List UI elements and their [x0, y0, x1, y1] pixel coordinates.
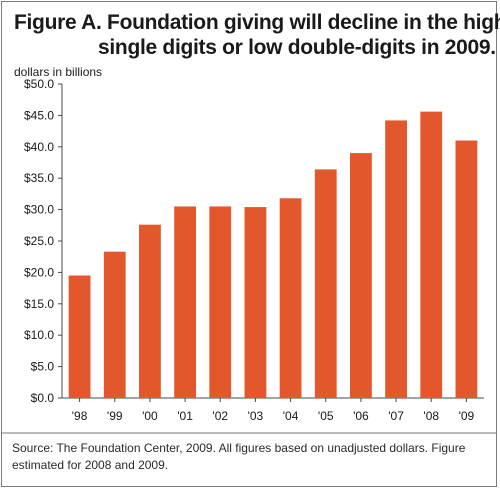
y-tick-label: $50.0 [24, 77, 54, 91]
bar [314, 169, 337, 398]
x-tick-label: '01 [177, 409, 193, 423]
x-tick-label: '00 [142, 409, 158, 423]
bar [244, 207, 267, 398]
bar [103, 251, 126, 398]
y-tick-label: $25.0 [24, 234, 54, 248]
y-tick-label: $30.0 [24, 203, 54, 217]
source-note: Source: The Foundation Center, 2009. All… [12, 441, 466, 472]
y-tick-label: $10.0 [24, 328, 54, 342]
bar [420, 111, 443, 398]
x-tick-label: '05 [318, 409, 334, 423]
y-tick-label: $0.0 [31, 391, 55, 405]
x-tick-label: '07 [388, 409, 404, 423]
x-tick-label: '09 [459, 409, 475, 423]
x-tick-label: '04 [283, 409, 299, 423]
bar [385, 120, 407, 398]
x-tick-label: '99 [107, 409, 123, 423]
x-tick-label: '03 [248, 409, 264, 423]
y-tick-label: $35.0 [24, 171, 54, 185]
x-tick-label: '08 [423, 409, 439, 423]
bar [209, 206, 232, 398]
bar [139, 224, 161, 398]
x-tick-label: '02 [212, 409, 228, 423]
figure-title-line-1: Figure A. Foundation giving will decline… [14, 11, 500, 34]
y-tick-label: $5.0 [31, 360, 55, 374]
y-tick-label: $15.0 [24, 297, 54, 311]
y-axis-label: dollars in billions [14, 65, 102, 79]
y-tick-label: $40.0 [24, 140, 54, 154]
bar [350, 153, 372, 398]
bar [279, 198, 302, 398]
x-tick-label: '06 [353, 409, 369, 423]
y-tick-label: $45.0 [24, 108, 54, 122]
bar [455, 140, 478, 398]
x-tick-label: '98 [72, 409, 88, 423]
y-tick-label: $20.0 [24, 265, 54, 279]
bar [68, 275, 91, 398]
bar [174, 206, 196, 398]
figure-title-line-2: single digits or low double-digits in 20… [98, 36, 496, 59]
